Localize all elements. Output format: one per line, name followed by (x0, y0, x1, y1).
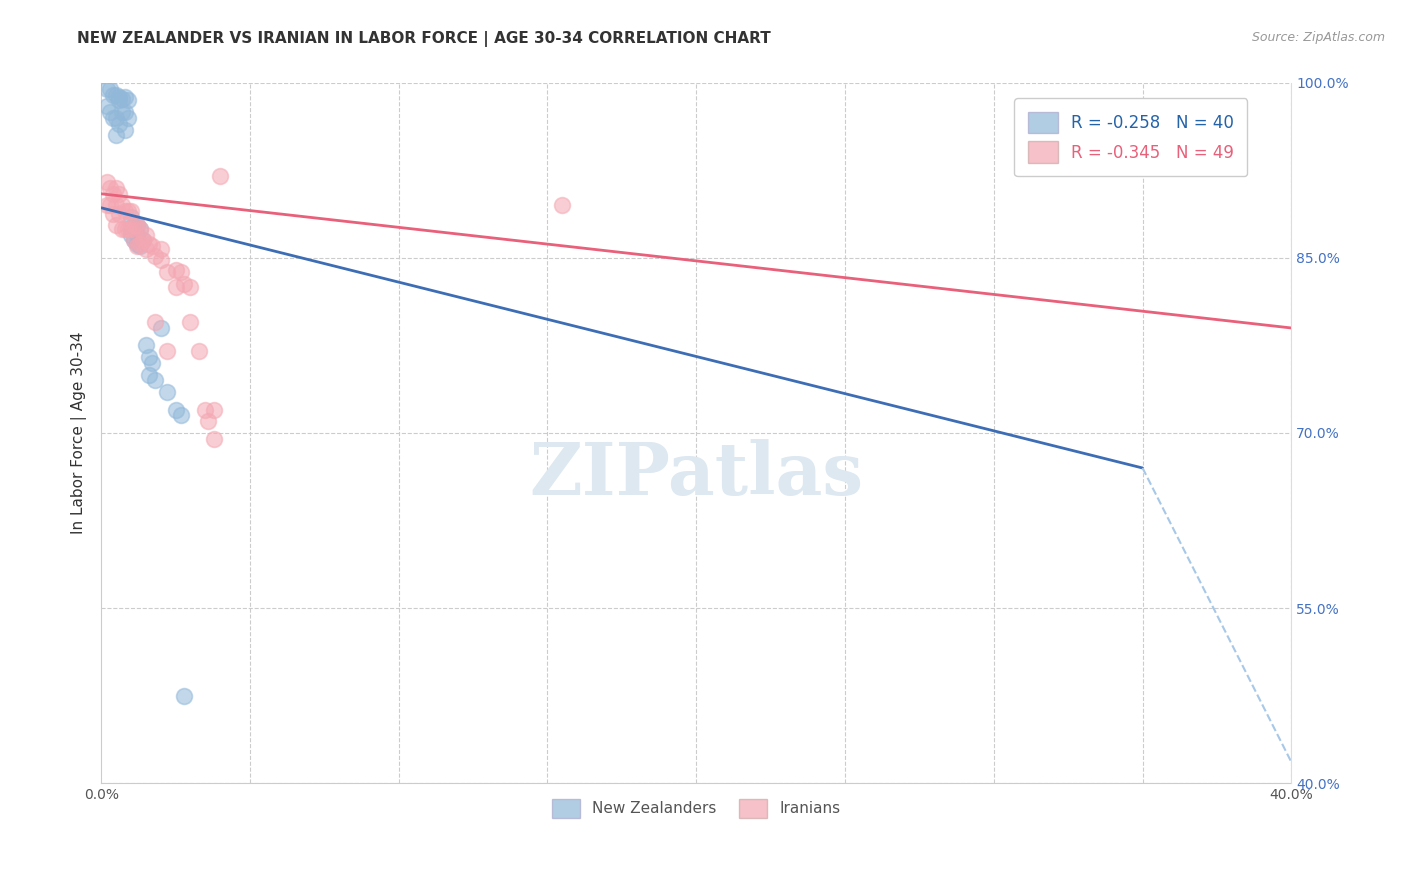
Point (114, 122, 136, 136)
Point (114, 204, 136, 219)
Point (135, 338, 157, 352)
Point (551, 198, 574, 212)
Point (120, 204, 142, 219)
Point (120, 221, 142, 235)
Point (165, 262, 187, 277)
Point (194, 402, 217, 417)
Y-axis label: In Labor Force | Age 30-34: In Labor Force | Age 30-34 (72, 332, 87, 534)
Point (138, 368, 160, 382)
Point (138, 350, 160, 364)
Point (101, 87, 124, 102)
Point (96, 198, 118, 212)
Point (120, 227, 142, 242)
Point (202, 432, 225, 446)
Point (143, 315, 166, 329)
Point (170, 265, 193, 279)
Point (149, 321, 172, 335)
Point (117, 111, 139, 125)
Point (143, 249, 166, 263)
Point (155, 385, 177, 400)
Legend: New Zealanders, Iranians: New Zealanders, Iranians (546, 793, 846, 824)
Point (98, 181, 121, 195)
Point (105, 219, 128, 233)
Point (125, 237, 148, 252)
Point (122, 219, 145, 233)
Point (173, 277, 195, 291)
Point (120, 221, 142, 235)
Point (125, 219, 148, 233)
Point (108, 206, 131, 220)
Point (209, 169, 232, 184)
Point (105, 111, 128, 125)
Text: ZIPatlas: ZIPatlas (529, 440, 863, 510)
Point (122, 234, 145, 248)
Point (135, 227, 157, 242)
Point (101, 186, 124, 201)
Point (105, 198, 128, 212)
Point (128, 221, 150, 235)
Point (122, 219, 145, 233)
Point (117, 94, 139, 108)
Point (165, 402, 187, 417)
Point (128, 221, 150, 235)
Point (202, 402, 225, 417)
Point (98, 105, 121, 120)
Point (111, 221, 134, 235)
Point (111, 105, 134, 120)
Point (108, 90, 131, 104)
Point (197, 414, 219, 428)
Point (111, 92, 134, 106)
Point (125, 227, 148, 242)
Point (98, 198, 121, 212)
Point (96, 175, 118, 189)
Point (120, 210, 142, 224)
Point (149, 242, 172, 256)
Point (101, 111, 124, 125)
Point (114, 221, 136, 235)
Point (173, 689, 195, 703)
Point (117, 204, 139, 219)
Point (128, 239, 150, 253)
Point (108, 94, 131, 108)
Point (135, 242, 157, 256)
Point (188, 344, 211, 359)
Point (132, 234, 155, 248)
Text: Source: ZipAtlas.com: Source: ZipAtlas.com (1251, 31, 1385, 45)
Point (122, 234, 145, 248)
Point (125, 219, 148, 233)
Point (149, 253, 172, 268)
Point (111, 198, 134, 212)
Point (141, 239, 163, 253)
Text: NEW ZEALANDER VS IRANIAN IN LABOR FORCE | AGE 30-34 CORRELATION CHART: NEW ZEALANDER VS IRANIAN IN LABOR FORCE … (77, 31, 770, 47)
Point (98, 82, 121, 96)
Point (138, 237, 160, 252)
Point (108, 186, 131, 201)
Point (132, 234, 155, 248)
Point (101, 206, 124, 220)
Point (179, 280, 201, 294)
Point (170, 409, 193, 423)
Point (165, 280, 187, 294)
Point (105, 181, 128, 195)
Point (96, 99, 118, 113)
Point (179, 315, 201, 329)
Point (105, 128, 128, 143)
Point (141, 356, 163, 370)
Point (128, 237, 150, 252)
Point (155, 344, 177, 359)
Point (96, 82, 118, 96)
Point (114, 105, 136, 120)
Point (105, 87, 128, 102)
Point (114, 90, 136, 104)
Point (155, 265, 177, 279)
Point (108, 117, 131, 131)
Point (143, 374, 166, 388)
Point (117, 221, 139, 235)
Point (125, 239, 148, 253)
